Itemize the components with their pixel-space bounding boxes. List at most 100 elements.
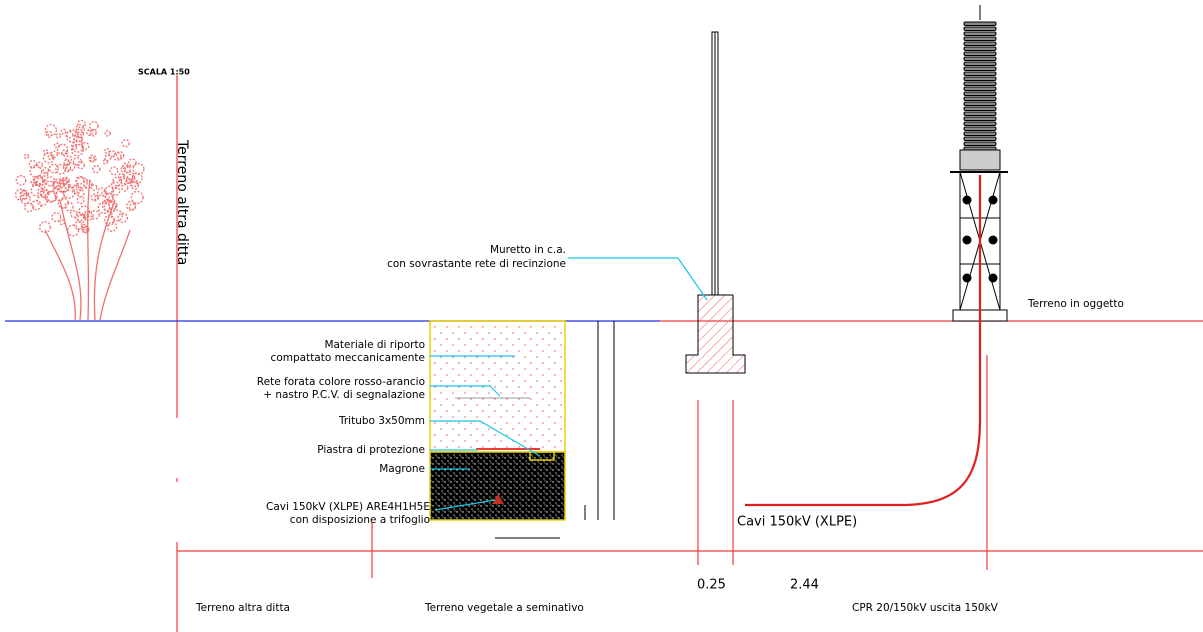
trench [429,320,615,539]
shape [61,149,68,157]
shape [33,175,44,186]
shape [71,140,84,153]
shape [43,180,56,193]
shape [104,130,111,137]
shape [106,221,118,232]
shape [55,163,67,175]
shape [963,136,997,141]
shape [103,198,111,205]
shape [88,154,97,163]
shape [122,162,129,170]
shape [963,66,997,71]
shape [963,51,997,56]
shape [97,201,111,215]
shape [76,119,86,129]
shape [60,177,69,186]
shape [67,224,80,237]
shape [71,144,78,151]
shape [15,175,27,186]
shape [963,101,997,106]
shape [23,153,30,160]
shape [55,132,62,139]
shape [89,156,96,162]
shape [72,157,82,166]
trench-callout: Tritubo 3x50mm [338,415,425,427]
shape [110,209,123,222]
shape [65,161,76,172]
shape [83,212,90,219]
shape [128,158,137,167]
shape [963,141,997,146]
shape [73,221,83,230]
shape [963,126,997,131]
trench-callout: Materiale di riporto [324,339,425,351]
shape [36,177,44,185]
shape [963,36,997,41]
shape [70,143,84,157]
trench-callout: + nastro P.C.V. di segnalazione [263,389,425,401]
shape [104,154,112,162]
shape [963,46,997,51]
shape [74,128,85,139]
side-label: Terreno altra ditta [174,139,190,265]
shape [28,159,38,169]
trench-callout: con disposizione a trifoglio [290,514,430,526]
shape [126,200,137,211]
trench-callout: Rete forata colore rosso-arancio [257,376,425,388]
shape [56,143,69,156]
shape [60,128,67,135]
shape [104,185,115,195]
shape [103,200,117,214]
shape [62,186,76,199]
shape [90,209,100,220]
shape [963,131,997,136]
zone-label: Terreno altra ditta [195,602,290,614]
shape [111,186,121,196]
shape [44,123,58,137]
dimension: 2.44 [790,578,819,593]
shape [130,181,140,190]
shape [76,160,85,170]
shape [52,178,65,190]
shape [59,182,66,189]
shape [963,86,997,91]
shape [24,202,35,213]
shape [62,163,72,173]
shape [81,141,90,151]
dimension: 0.25 [697,578,726,593]
trench-callout: compattato meccanicamente [271,352,425,364]
shape [86,129,94,137]
wall [685,31,746,374]
shape [963,76,997,81]
shape [963,56,997,61]
shape [63,158,71,167]
shape [120,166,126,173]
shape [963,26,997,31]
shape [963,21,997,26]
shape [45,130,53,138]
shape [75,176,88,189]
shape [75,212,85,222]
shape [90,184,98,191]
shape [963,81,997,86]
shape [48,163,59,174]
shape [125,178,132,185]
trench-callout: Magrone [379,463,425,475]
shape [57,179,71,193]
shape [75,124,85,134]
shape [51,180,61,190]
cable [745,175,982,507]
shape [120,183,129,192]
shape [131,172,143,184]
shape [65,129,79,143]
shape [65,155,73,163]
shape [75,175,85,185]
trench-callout: Cavi 150kV (XLPE) ARE4H1H5E [266,501,430,513]
shape [21,190,28,197]
shape [51,212,62,223]
shape [963,111,997,116]
wall-callout: con sovrastante rete di recinzione [387,258,566,270]
shape [963,91,997,96]
